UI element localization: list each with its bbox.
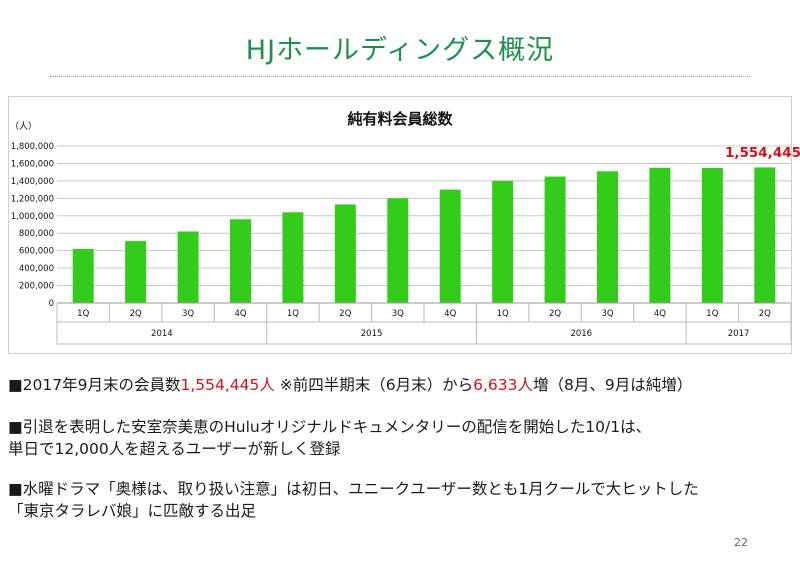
x-tick-label: 2Q [549, 309, 561, 319]
y-tick-label: 0 [49, 299, 54, 309]
bar [334, 204, 356, 303]
chart-title: 純有料会員総数 [347, 110, 453, 128]
member-count-chart: 純有料会員総数 （人） 1,554,445 0 200,000 400,000 600… [10, 110, 800, 345]
x-tick-label: 2Q [130, 309, 142, 319]
documentary-line-1: ■引退を表明した安室奈美恵のHuluオリジナルドキュメンタリーの配信を開始した1… [8, 418, 652, 436]
bullet-marker: ■ [8, 376, 23, 394]
x-tick-label: 3Q [601, 309, 613, 319]
bar [72, 248, 94, 303]
drama-line-2: 「東京タラレバ娘」に匹敵する出足 [8, 502, 257, 520]
member-count-text: 2017年9月末の会員数 [22, 376, 181, 394]
year-label: 2015 [361, 329, 383, 339]
bar [754, 167, 776, 303]
x-tick-label: 4Q [654, 309, 666, 319]
year-label: 2016 [570, 329, 592, 339]
y-tick-label: 200,000 [19, 282, 54, 292]
y-tick-label: 1,400,000 [11, 177, 54, 187]
year-label: 2017 [728, 329, 750, 339]
member-count-value: 1,554,445人 [180, 376, 275, 394]
increase-value: 6,633人 [473, 376, 534, 394]
page-number: 22 [734, 536, 748, 549]
x-tick-label: 3Q [392, 309, 404, 319]
title-divider [50, 76, 750, 77]
year-label: 2014 [151, 329, 173, 339]
bar [597, 171, 618, 303]
x-tick-label: 1Q [77, 309, 89, 319]
y-tick-label: 800,000 [19, 229, 54, 239]
x-tick-label: 2Q [759, 309, 771, 319]
previous-quarter-text: ※前四半期末（6月末）から [274, 376, 474, 394]
documentary-line-2: 単日で12,000人を超えるユーザーが新しく登録 [8, 440, 341, 458]
bar [230, 219, 251, 303]
drama-line-1: ■水曜ドラマ「奥様は、取り扱い注意」は初日、ユニークユーザー数とも1月クールで大… [8, 480, 699, 498]
y-tick-label: 1,200,000 [11, 194, 54, 204]
latest-value-label: 1,554,445 [725, 145, 800, 161]
bar [544, 176, 566, 303]
slide-title: HJホールディングス概況 [245, 35, 555, 66]
bar [492, 180, 514, 303]
y-tick-label: 1,800,000 [11, 142, 54, 152]
increase-text: 増（8月、9月は純増） [533, 376, 693, 394]
x-tick-label: 2Q [339, 309, 351, 319]
bar [125, 241, 147, 303]
documentary-paragraph: ■引退を表明した安室奈美恵のHuluオリジナルドキュメンタリーの配信を開始した1… [8, 416, 651, 460]
drama-paragraph: ■水曜ドラマ「奥様は、取り扱い注意」は初日、ユニークユーザー数とも1月クールで大… [8, 478, 699, 522]
y-tick-label: 1,000,000 [11, 212, 54, 222]
chart-frame [8, 96, 792, 354]
member-count-paragraph: ■2017年9月末の会員数1,554,445人 ※前四半期末（6月末）から6,6… [8, 374, 692, 396]
y-axis-unit-label: （人） [10, 121, 37, 132]
bar [439, 189, 461, 303]
x-tick-label: 1Q [706, 309, 718, 319]
bar [282, 212, 304, 303]
y-tick-label: 1,600,000 [11, 159, 54, 169]
x-tick-label: 1Q [287, 309, 299, 319]
bar [649, 167, 671, 303]
bar [387, 198, 409, 303]
y-tick-label: 600,000 [19, 247, 54, 257]
x-tick-label: 3Q [182, 309, 194, 319]
x-tick-label: 4Q [444, 309, 456, 319]
y-tick-label: 400,000 [19, 264, 54, 274]
bar [701, 167, 723, 303]
x-tick-label: 1Q [497, 309, 509, 319]
bar [177, 231, 199, 303]
x-tick-label: 4Q [234, 309, 246, 319]
